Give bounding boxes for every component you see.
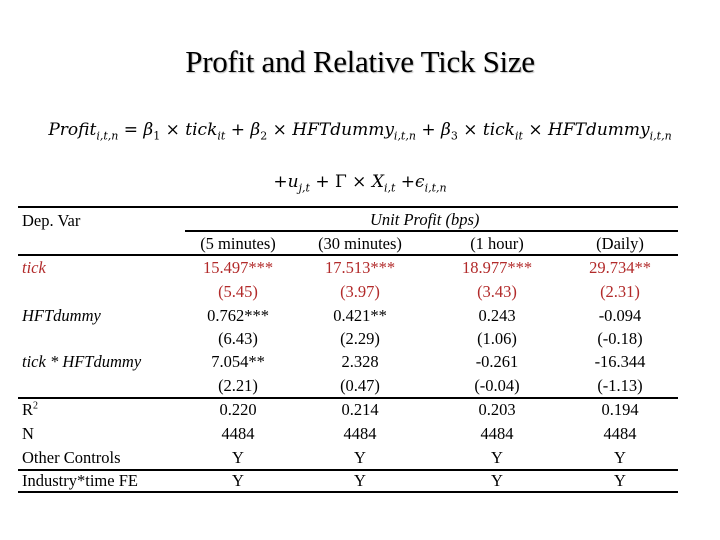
stat-cell: 0.194 bbox=[601, 400, 639, 419]
stat-cell: 4484 bbox=[221, 424, 255, 443]
column-header: (5 minutes) bbox=[200, 234, 276, 253]
row-label-r-squared: R2 bbox=[22, 400, 39, 419]
tstat-cell: (-0.18) bbox=[597, 329, 643, 348]
row-label-hftdummy: HFTdummy bbox=[22, 306, 101, 325]
dep-var-value: Unit Profit (bps) bbox=[370, 210, 480, 229]
row-label-tick: tick bbox=[22, 258, 46, 277]
tstat-cell: (-1.13) bbox=[597, 376, 643, 395]
stat-cell: Y bbox=[354, 471, 366, 490]
tstat-cell: (3.97) bbox=[340, 282, 380, 301]
coef-cell: -16.344 bbox=[594, 352, 646, 371]
column-header: (Daily) bbox=[596, 234, 644, 253]
stat-cell: 4484 bbox=[343, 424, 377, 443]
stat-cell: Y bbox=[232, 448, 244, 467]
tstat-cell: (0.47) bbox=[340, 376, 380, 395]
table-controls-rule bbox=[18, 469, 678, 471]
coef-cell: -0.261 bbox=[475, 352, 519, 371]
row-label-n: N bbox=[22, 424, 34, 443]
table-header-rule bbox=[18, 254, 678, 256]
stat-cell: Y bbox=[614, 448, 626, 467]
stat-cell: Y bbox=[614, 471, 626, 490]
coef-cell: 15.497*** bbox=[202, 258, 274, 277]
tstat-cell: (1.06) bbox=[477, 329, 517, 348]
coef-cell: 0.243 bbox=[478, 306, 516, 325]
stat-cell: 4484 bbox=[480, 424, 514, 443]
coef-cell: 29.734** bbox=[589, 258, 651, 277]
table-header-midrule bbox=[185, 230, 678, 232]
column-header: (1 hour) bbox=[470, 234, 524, 253]
coef-cell: 17.513*** bbox=[324, 258, 396, 277]
slide-title: Profit and Relative Tick Size bbox=[185, 44, 535, 79]
tstat-cell: (6.43) bbox=[218, 329, 258, 348]
stat-cell: Y bbox=[354, 448, 366, 467]
table-top-rule bbox=[18, 206, 678, 208]
stat-cell: 4484 bbox=[603, 424, 637, 443]
table-coef-bottom-rule bbox=[18, 397, 678, 399]
row-label-other-controls: Other Controls bbox=[22, 448, 121, 467]
stat-cell: 0.214 bbox=[341, 400, 379, 419]
tstat-cell: (2.29) bbox=[340, 329, 380, 348]
stat-cell: 0.203 bbox=[478, 400, 516, 419]
table-bottom-rule bbox=[18, 491, 678, 493]
coef-cell: -0.094 bbox=[598, 306, 642, 325]
coef-cell: 0.421** bbox=[333, 306, 387, 325]
stat-cell: 0.220 bbox=[219, 400, 257, 419]
tstat-cell: (-0.04) bbox=[474, 376, 520, 395]
tstat-cell: (3.43) bbox=[477, 282, 517, 301]
column-header: (30 minutes) bbox=[318, 234, 402, 253]
tstat-cell: (2.21) bbox=[218, 376, 258, 395]
tstat-cell: (2.31) bbox=[600, 282, 640, 301]
coef-cell: 0.762*** bbox=[207, 306, 269, 325]
coef-cell: 2.328 bbox=[341, 352, 379, 371]
row-label-tick-x-hftdummy: tick * HFTdummy bbox=[22, 352, 142, 371]
stat-cell: Y bbox=[491, 448, 503, 467]
row-label-industry-time-fe: Industry*time FE bbox=[22, 471, 138, 490]
regression-equation-line1: Profiti,t,n = β1 × tickit + β2 × HFTdumm… bbox=[48, 120, 672, 143]
coef-cell: 7.054** bbox=[211, 352, 265, 371]
tstat-cell: (5.45) bbox=[218, 282, 258, 301]
stat-cell: Y bbox=[232, 471, 244, 490]
dep-var-label: Dep. Var bbox=[22, 211, 81, 230]
regression-equation-line2: +uj,t + Γ × Xi,t +ϵi,t,n bbox=[273, 172, 447, 195]
coef-cell: 18.977*** bbox=[461, 258, 533, 277]
stat-cell: Y bbox=[491, 471, 503, 490]
